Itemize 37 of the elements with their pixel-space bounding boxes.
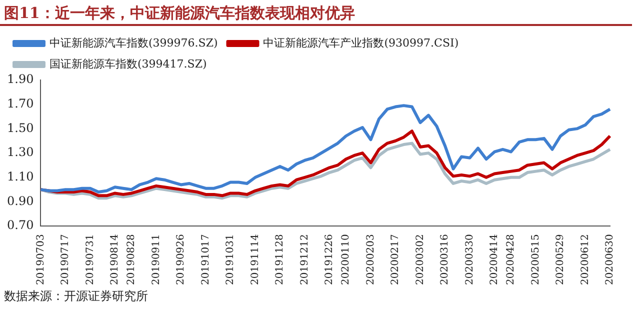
x-tick-label: 20190911 (150, 234, 162, 286)
x-tick-label: 20200414 (489, 234, 500, 286)
x-tick-label: 20190703 (35, 234, 46, 286)
x-tick-label: 20190926 (176, 234, 187, 286)
x-tick-label: 20190828 (126, 234, 138, 286)
x-tick-label: 20191114 (250, 234, 261, 286)
x-tick-label: 20200203 (365, 234, 376, 286)
y-tick-label: 1.70 (7, 96, 34, 110)
x-tick-label: 20200110 (340, 234, 352, 286)
x-tick-label: 20200217 (390, 234, 402, 286)
legend-label: 国证新能源车指数(399417.SZ) (50, 57, 207, 70)
x-tick-label: 20191226 (324, 234, 336, 286)
x-tick-label: 20200428 (506, 234, 517, 286)
y-tick-label: 1.90 (7, 72, 34, 86)
y-tick-label: 1.30 (7, 145, 34, 160)
x-tick-label: 20191017 (200, 234, 212, 286)
x-tick-label: 20191212 (299, 234, 310, 286)
x-tick-label: 20190814 (110, 234, 121, 286)
legend-label: 中证新能源汽车产业指数(930997.CSI) (263, 36, 459, 50)
x-tick-label: 20200515 (530, 234, 542, 286)
source-note: 数据来源：开源证券研究所 (3, 288, 149, 305)
x-tick-label: 20191031 (225, 234, 236, 286)
x-tick-label: 20200630 (604, 234, 616, 286)
x-tick-label: 20200302 (414, 234, 426, 286)
y-tick-label: 0.90 (7, 194, 34, 208)
y-tick-label: 1.50 (7, 120, 34, 135)
x-tick-label: 20200330 (464, 234, 476, 286)
legend-label: 中证新能源汽车指数(399976.SZ) (50, 36, 218, 50)
x-tick-label: 20190731 (84, 234, 96, 286)
chart-title: 图11：近一年来，中证新能源汽车指数表现相对优异 (0, 0, 632, 26)
x-tick-label: 20200612 (580, 234, 591, 286)
x-tick-label: 20200316 (440, 234, 451, 286)
x-tick-label: 20200529 (555, 234, 566, 286)
y-tick-label: 0.70 (7, 218, 34, 232)
x-tick-label: 20190717 (60, 234, 72, 286)
x-tick-label: 20191128 (274, 234, 286, 286)
y-tick-label: 1.10 (7, 170, 34, 184)
